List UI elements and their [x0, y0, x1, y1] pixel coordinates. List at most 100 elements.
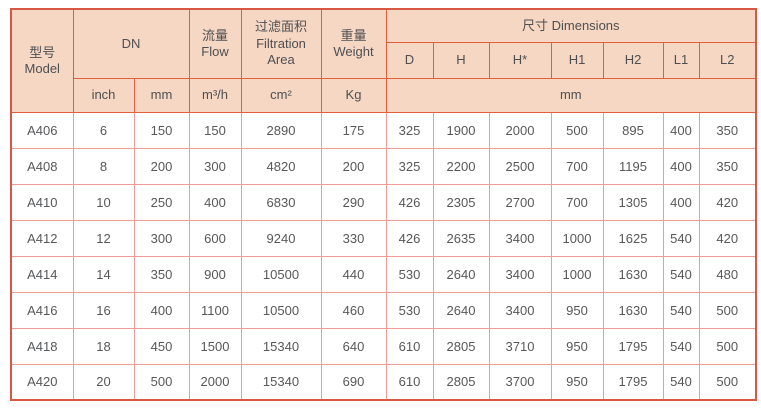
- model-cell: A420: [10, 363, 74, 401]
- value-cell: 426: [385, 219, 434, 257]
- header-row-1: 型号 Model DN 流量 Flow 过滤面积 Filtration Area…: [10, 8, 757, 113]
- value-cell: 330: [320, 219, 387, 257]
- table-row: A418 18 450 1500 15340 640 610 2805 3710 950 1795 5…: [10, 327, 757, 365]
- model-cell: A408: [10, 147, 74, 185]
- unit-flow: m³/h: [188, 77, 242, 113]
- unit-dn-inch: inch: [72, 77, 135, 113]
- value-cell: 2805: [432, 363, 490, 401]
- value-cell: 2305: [432, 183, 490, 221]
- value-cell: 2500: [488, 147, 552, 185]
- value-cell: 500: [698, 291, 757, 329]
- table-row: A414 14 350 900 10500 440 530 2640 3400 1000 1630 5…: [10, 255, 757, 293]
- value-cell: 530: [385, 291, 434, 329]
- model-cell: A416: [10, 291, 74, 329]
- value-cell: 400: [133, 291, 190, 329]
- value-cell: 400: [662, 147, 700, 185]
- value-cell: 300: [188, 147, 242, 185]
- value-cell: 200: [133, 147, 190, 185]
- value-cell: 15340: [240, 327, 322, 365]
- table-header: 型号 Model DN 流量 Flow 过滤面积 Filtration Area…: [10, 8, 757, 113]
- value-cell: 426: [385, 183, 434, 221]
- value-cell: 325: [385, 147, 434, 185]
- header-row-units: inch mm m³/h cm² Kg mm: [11, 77, 757, 113]
- value-cell: 540: [662, 255, 700, 293]
- value-cell: 540: [662, 291, 700, 329]
- value-cell: 350: [133, 255, 190, 293]
- table-row: A406 6 150 150 2890 175 325 1900 2000 500 895 400 35…: [10, 111, 757, 149]
- value-cell: 1195: [602, 147, 664, 185]
- col-header-weight: 重量 Weight: [320, 8, 387, 79]
- value-cell: 2200: [432, 147, 490, 185]
- value-cell: 2640: [432, 255, 490, 293]
- value-cell: 10500: [240, 255, 322, 293]
- value-cell: 1100: [188, 291, 242, 329]
- value-cell: 2700: [488, 183, 552, 221]
- value-cell: 895: [602, 111, 664, 149]
- col-header-dim-h2: H2: [602, 41, 664, 79]
- value-cell: 2890: [240, 111, 322, 149]
- value-cell: 2635: [432, 219, 490, 257]
- value-cell: 500: [133, 363, 190, 401]
- value-cell: 700: [550, 147, 604, 185]
- value-cell: 460: [320, 291, 387, 329]
- value-cell: 900: [188, 255, 242, 293]
- value-cell: 700: [550, 183, 604, 221]
- value-cell: 950: [550, 363, 604, 401]
- value-cell: 540: [662, 327, 700, 365]
- col-header-dim-h: H: [432, 41, 490, 79]
- value-cell: 610: [385, 363, 434, 401]
- value-cell: 2805: [432, 327, 490, 365]
- value-cell: 1305: [602, 183, 664, 221]
- value-cell: 1795: [602, 363, 664, 401]
- value-cell: 3700: [488, 363, 552, 401]
- value-cell: 300: [133, 219, 190, 257]
- value-cell: 540: [662, 219, 700, 257]
- value-cell: 2000: [488, 111, 552, 149]
- value-cell: 1630: [602, 255, 664, 293]
- table-row: A412 12 300 600 9240 330 426 2635 3400 1000 1625 54…: [10, 219, 757, 257]
- value-cell: 20: [72, 363, 135, 401]
- value-cell: 420: [698, 219, 757, 257]
- col-header-model: 型号 Model: [10, 8, 74, 113]
- model-cell: A406: [10, 111, 74, 149]
- table-row: A408 8 200 300 4820 200 325 2200 2500 700 1195 400 3…: [10, 147, 757, 185]
- value-cell: 290: [320, 183, 387, 221]
- col-header-dim-h1: H1: [550, 41, 604, 79]
- value-cell: 1795: [602, 327, 664, 365]
- value-cell: 1000: [550, 255, 604, 293]
- value-cell: 6830: [240, 183, 322, 221]
- value-cell: 690: [320, 363, 387, 401]
- col-header-flow: 流量 Flow: [188, 8, 242, 79]
- value-cell: 12: [72, 219, 135, 257]
- value-cell: 325: [385, 111, 434, 149]
- value-cell: 18: [72, 327, 135, 365]
- value-cell: 450: [133, 327, 190, 365]
- value-cell: 250: [133, 183, 190, 221]
- value-cell: 200: [320, 147, 387, 185]
- value-cell: 400: [662, 183, 700, 221]
- col-header-dim-hstar: H*: [488, 41, 552, 79]
- value-cell: 480: [698, 255, 757, 293]
- value-cell: 950: [550, 291, 604, 329]
- col-header-filtration-en-2: Area: [267, 51, 295, 67]
- value-cell: 10: [72, 183, 135, 221]
- unit-weight: Kg: [320, 77, 387, 113]
- col-header-dimensions: 尺寸 Dimensions: [385, 8, 757, 43]
- value-cell: 3400: [488, 219, 552, 257]
- col-header-weight-zh: 重量: [340, 27, 367, 43]
- table-row: A420 20 500 2000 15340 690 610 2805 3700 950 1795 5…: [10, 363, 757, 401]
- unit-filtration-area: cm²: [240, 77, 322, 113]
- model-cell: A412: [10, 219, 74, 257]
- value-cell: 540: [662, 363, 700, 401]
- value-cell: 10500: [240, 291, 322, 329]
- header-row-2: D H H* H1 H2 L1 L2: [11, 41, 757, 79]
- col-header-dim-d: D: [385, 41, 434, 79]
- table-row: A410 10 250 400 6830 290 426 2305 2700 700 1305 400…: [10, 183, 757, 221]
- value-cell: 3400: [488, 255, 552, 293]
- value-cell: 400: [662, 111, 700, 149]
- value-cell: 500: [698, 363, 757, 401]
- col-header-filtration-area: 过滤面积 Filtration Area: [240, 8, 322, 79]
- value-cell: 610: [385, 327, 434, 365]
- unit-dn-mm: mm: [133, 77, 190, 113]
- value-cell: 440: [320, 255, 387, 293]
